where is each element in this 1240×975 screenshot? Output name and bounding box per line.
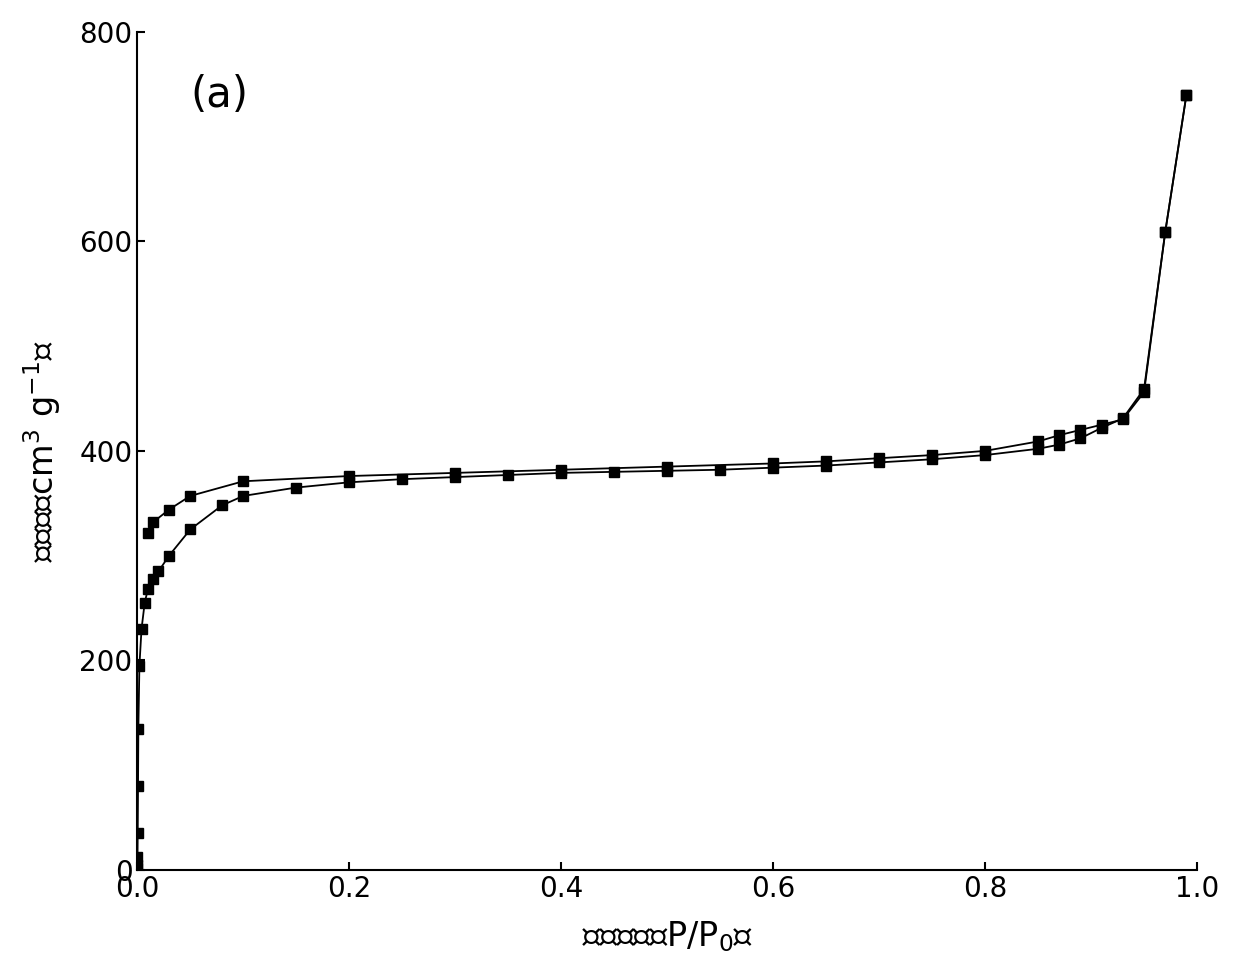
Text: (a): (a) — [190, 74, 248, 116]
X-axis label: 相对压力（P/P$_0$）: 相对压力（P/P$_0$） — [582, 919, 753, 955]
Y-axis label: 吸附量（cm$^3$ g$^{-1}$）: 吸附量（cm$^3$ g$^{-1}$） — [21, 340, 63, 562]
